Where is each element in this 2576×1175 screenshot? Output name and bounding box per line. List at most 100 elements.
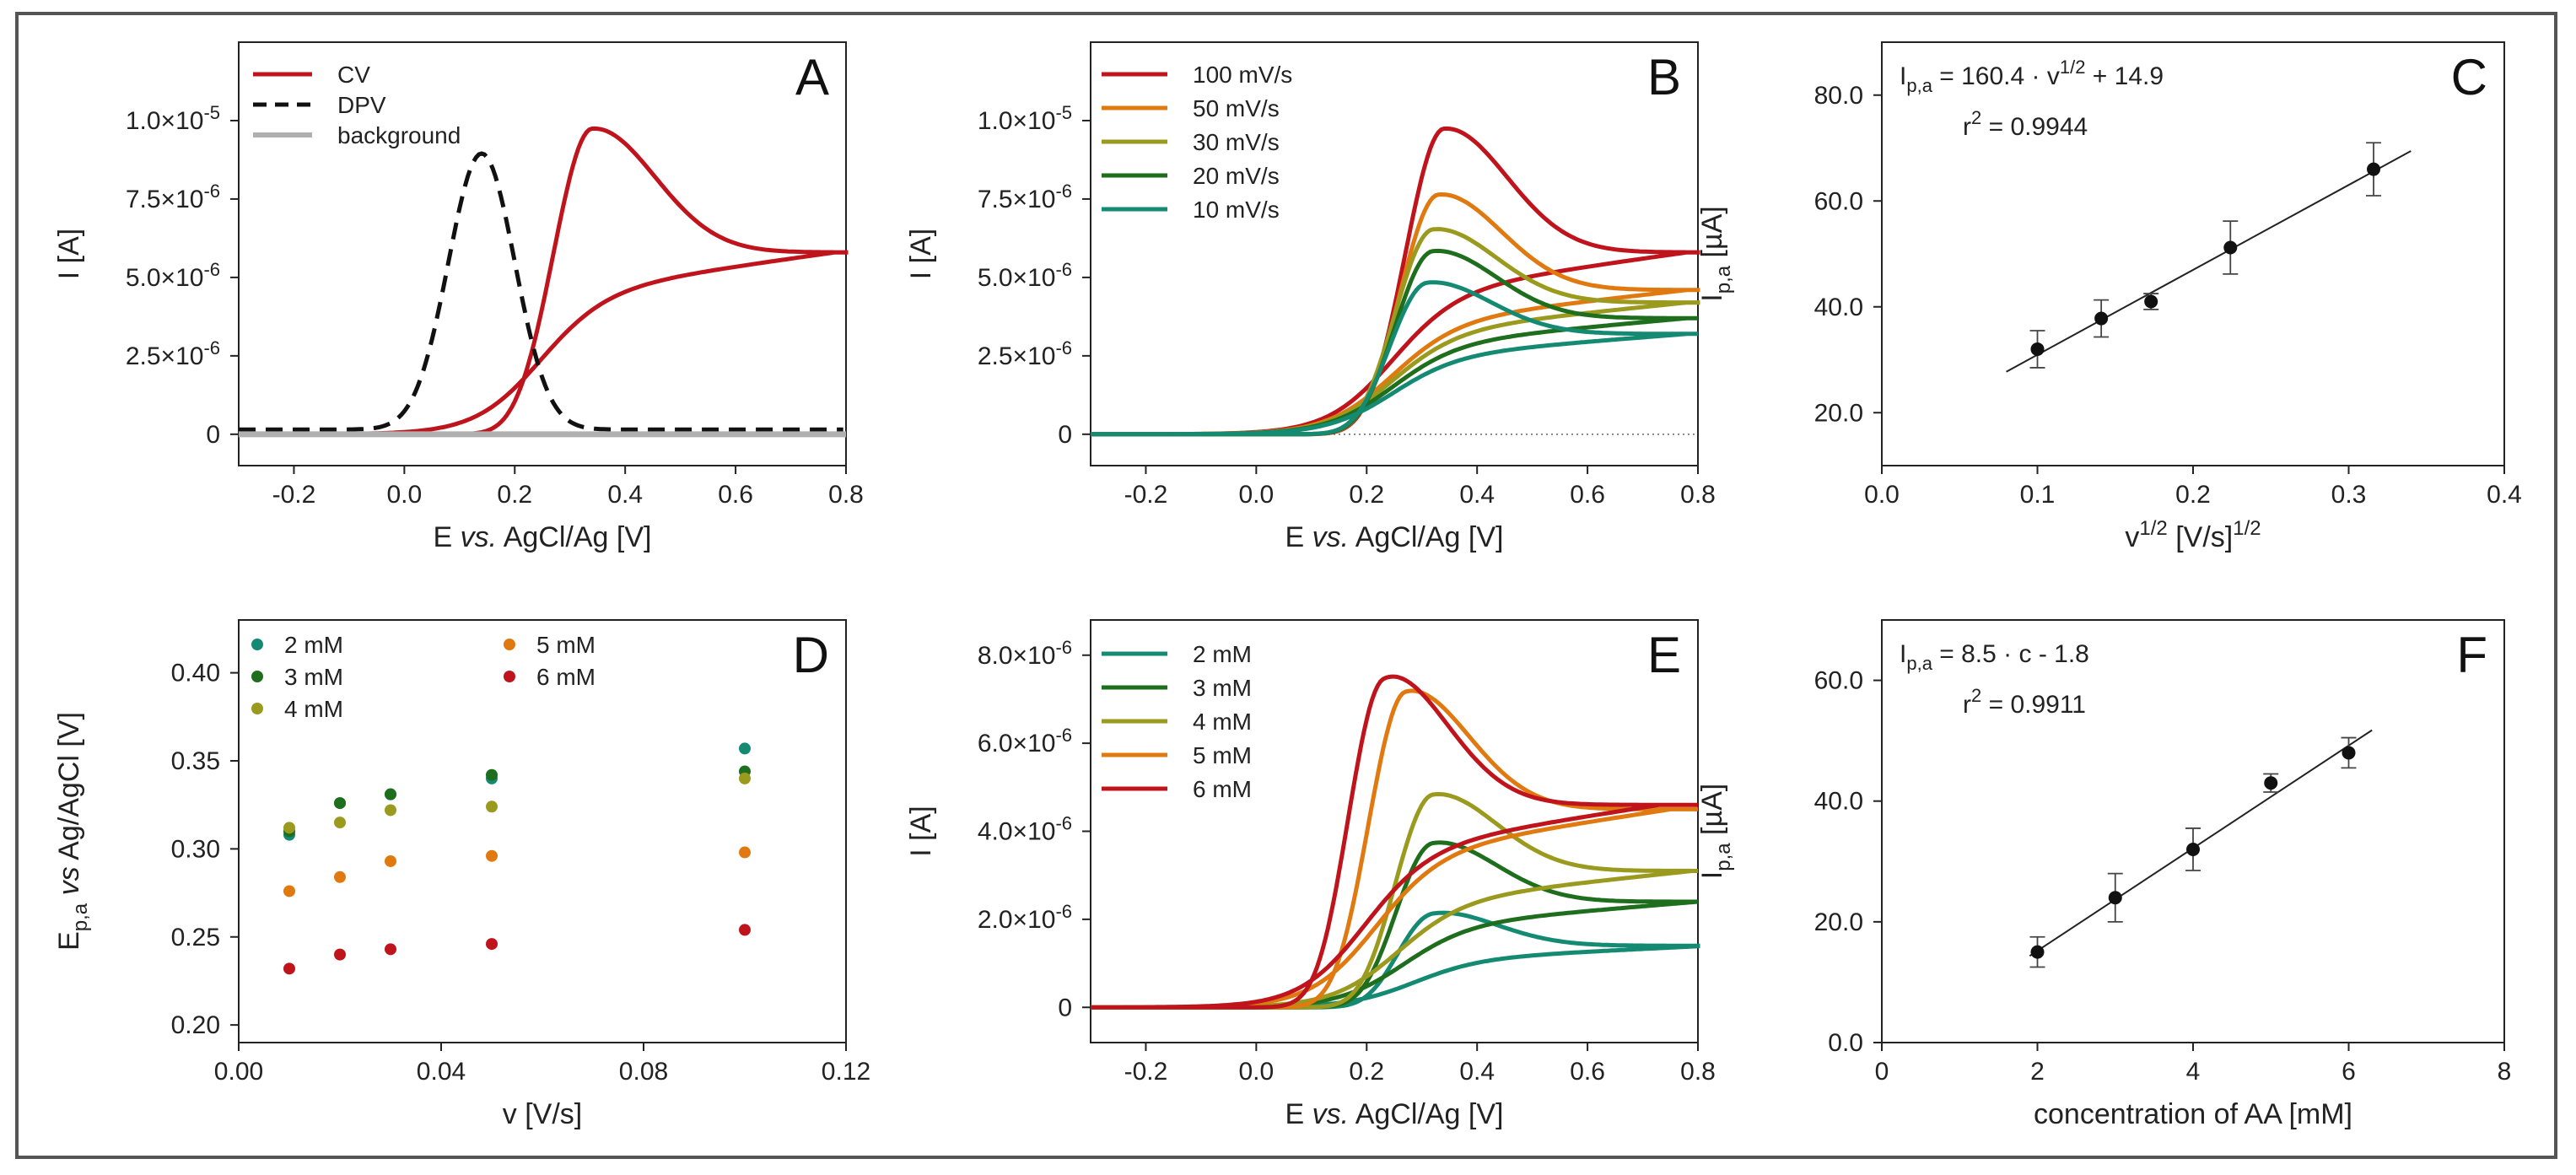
- x-tick-label: 0.6: [1570, 481, 1605, 509]
- x-label-part: E: [1285, 521, 1312, 553]
- x-tick-label: 0.2: [2175, 481, 2211, 509]
- legend-marker: [251, 671, 263, 682]
- x-label-part: AgCl/Ag [V]: [1349, 521, 1503, 553]
- data-point: [486, 938, 498, 951]
- legend-label: 2 mM: [284, 632, 343, 658]
- x-axis-label: v1/2 [V/s]1/2: [2125, 517, 2261, 553]
- data-point: [2094, 311, 2109, 326]
- x-tick-label: 0.6: [1570, 1058, 1605, 1086]
- y-tick-label: 0: [1058, 994, 1072, 1021]
- series-line-dpv: [239, 151, 843, 432]
- legend-item: 100 mV/s: [1102, 62, 1292, 88]
- y-tick-exponent: -6: [1055, 337, 1072, 358]
- x-tick-label: 0.1: [2020, 481, 2056, 509]
- x-tick-label: 4: [2186, 1058, 2201, 1086]
- y-tick-label: 0: [206, 421, 220, 449]
- x-tick-label: -0.2: [1124, 481, 1168, 509]
- x-tick-label: 6: [2342, 1058, 2356, 1086]
- legend-item: 3 mM: [251, 664, 343, 690]
- y-tick-mantissa: 7.5×10: [126, 186, 204, 213]
- panel-c: C0.0 0.1 0.2 0.3 0.420.040.060.080.0v1/2 [V/…: [1696, 41, 2522, 553]
- legend-item: CV: [253, 62, 370, 88]
- y-tick-exponent: -5: [1055, 102, 1072, 123]
- r-squared: r2 = 0.9911: [1963, 685, 2086, 719]
- x-label-part: AgCl/Ag [V]: [1349, 1098, 1503, 1130]
- legend-item: 30 mV/s: [1102, 129, 1280, 155]
- y-tick-label: 60.0: [1814, 667, 1863, 695]
- y-axis-label: Ip,a [µA]: [1696, 784, 1735, 879]
- y-tick-mantissa: 0: [1058, 421, 1072, 449]
- eq-tail: + 14.9: [2085, 62, 2164, 90]
- legend-item: 4 mM: [251, 696, 343, 722]
- panel-letter: D: [793, 627, 829, 683]
- data-point: [385, 854, 396, 867]
- y-label-part: E: [53, 931, 85, 951]
- y-tick-label: 0.40: [171, 660, 220, 687]
- y-tick-exponent: -6: [1055, 725, 1072, 746]
- legend-label: 20 mV/s: [1193, 163, 1280, 189]
- x-tick-label: 0.04: [417, 1058, 466, 1086]
- r2-value: = 0.9911: [1981, 691, 2086, 719]
- data-point: [2030, 342, 2045, 356]
- series-line-5-mm: [1091, 688, 1698, 1010]
- eq-mid: = 160.4 · v: [1932, 62, 2060, 90]
- legend-item: 2 mM: [1102, 641, 1252, 667]
- legend-label: 3 mM: [1193, 675, 1252, 701]
- legend-label: DPV: [337, 92, 386, 118]
- x-axis-label: E vs. AgCl/Ag [V]: [434, 521, 652, 553]
- x-tick-label: 0.4: [1459, 481, 1495, 509]
- y-label-part: I: [1696, 871, 1728, 879]
- y-tick-exponent: -5: [203, 102, 220, 123]
- y-tick-mantissa: 4.0×10: [978, 818, 1056, 846]
- x-tick-label: 0.4: [1459, 1058, 1495, 1086]
- y-tick-mantissa: 1.0×10: [126, 107, 204, 135]
- data-point: [283, 822, 295, 834]
- legend-item: 3 mM: [1102, 675, 1252, 701]
- y-tick-label: 2.0×10-6: [978, 901, 1072, 934]
- data-point: [2342, 746, 2356, 760]
- r-squared: r2 = 0.9944: [1963, 107, 2088, 141]
- y-tick-label: 0.30: [171, 835, 220, 863]
- data-point: [334, 817, 346, 829]
- legend-item: DPV: [253, 92, 386, 118]
- x-tick-label: 0.2: [497, 481, 532, 509]
- y-axis-label: I [A]: [53, 229, 85, 279]
- data-point: [486, 849, 498, 862]
- y-tick-mantissa: 0: [206, 421, 220, 449]
- data-point: [334, 797, 346, 810]
- data-point: [2264, 776, 2278, 790]
- y-tick-exponent: -6: [203, 259, 220, 280]
- x-tick-label: -0.2: [272, 481, 316, 509]
- data-point: [2144, 294, 2158, 309]
- y-tick-exponent: -6: [1055, 813, 1072, 834]
- x-tick-label: 0.2: [1349, 1058, 1384, 1086]
- y-tick-mantissa: 5.0×10: [978, 264, 1056, 292]
- legend-label: 4 mM: [284, 696, 343, 722]
- data-point: [283, 962, 295, 975]
- y-tick-label: 5.0×10-6: [126, 259, 220, 292]
- y-tick-exponent: -6: [1055, 637, 1072, 658]
- plot-frame: [1090, 619, 1699, 1043]
- legend-label: 10 mV/s: [1193, 197, 1280, 223]
- y-tick-label: 8.0×10-6: [978, 637, 1072, 670]
- data-point: [739, 846, 751, 859]
- series-line-20-mv-s: [1091, 248, 1698, 437]
- y-tick-label: 20.0: [1814, 399, 1863, 427]
- legend-item: 50 mV/s: [1102, 95, 1280, 121]
- legend-label: 3 mM: [284, 664, 343, 690]
- y-tick-label: 60.0: [1814, 187, 1863, 215]
- y-tick-label: 6.0×10-6: [978, 725, 1072, 757]
- x-tick-label: 0.0: [1864, 481, 1900, 509]
- x-tick-label: 0.0: [387, 481, 423, 509]
- y-label-part: [µA]: [1696, 784, 1728, 844]
- data-point: [2223, 240, 2238, 255]
- y-tick-exponent: -6: [203, 181, 220, 202]
- data-point: [283, 885, 295, 897]
- x-axis-label: E vs. AgCl/Ag [V]: [1285, 1098, 1504, 1130]
- series-line-100-mv-s: [1091, 126, 1700, 437]
- legend-label: 6 mM: [1193, 776, 1252, 802]
- y-tick-label: 0.25: [171, 924, 220, 951]
- panel-letter: F: [2456, 627, 2487, 683]
- y-tick-mantissa: 6.0×10: [978, 730, 1056, 757]
